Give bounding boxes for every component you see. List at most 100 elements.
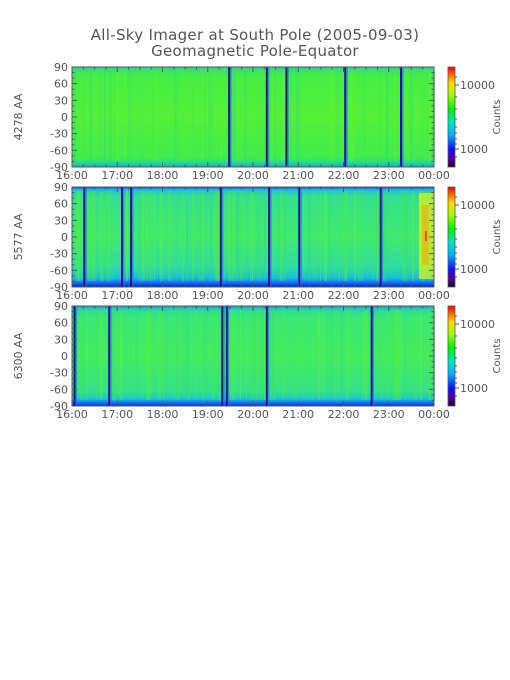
x-tick-label: 21:00 bbox=[282, 408, 314, 421]
heatmap-stripe bbox=[112, 310, 115, 400]
heatmap-stripe bbox=[142, 191, 145, 281]
x-tick-label: 18:00 bbox=[147, 408, 179, 421]
y-tick-label: -90 bbox=[50, 400, 68, 413]
heatmap-stripe bbox=[166, 71, 167, 161]
dark-streak-edge bbox=[270, 187, 272, 287]
y-tick-label: -30 bbox=[50, 128, 68, 141]
colorbar-bar bbox=[447, 186, 456, 288]
colorbar-tick-label: 1000 bbox=[460, 263, 488, 276]
heatmap-stripe bbox=[396, 310, 398, 400]
dark-streak-edge bbox=[132, 187, 134, 287]
heatmap-stripe bbox=[192, 191, 194, 281]
heatmap-stripe bbox=[412, 71, 414, 161]
colorbar-bar bbox=[447, 66, 456, 168]
heatmap-stripe bbox=[232, 310, 235, 400]
heatmap-stripe bbox=[334, 191, 335, 281]
x-tick-label: 00:00 bbox=[418, 169, 450, 182]
heatmap-stripe bbox=[96, 191, 97, 281]
heatmap-stripe bbox=[86, 191, 89, 281]
heatmap-stripe bbox=[114, 71, 115, 161]
heatmap-stripe bbox=[268, 71, 271, 161]
colorbar-1: 10000 1000 Counts bbox=[447, 66, 503, 168]
x-tick-label: 22:00 bbox=[328, 408, 360, 421]
heatmap-stripe bbox=[204, 71, 205, 161]
heatmap-stripe bbox=[140, 191, 141, 281]
y-tick-label: -30 bbox=[50, 367, 68, 380]
heatmap-stripe bbox=[318, 310, 320, 400]
heatmap-stripe bbox=[336, 71, 337, 161]
heatmap-stripe bbox=[382, 71, 384, 161]
colorbar-tick-label: 1000 bbox=[460, 143, 488, 156]
dark-streak bbox=[400, 67, 403, 167]
heatmap-stripe bbox=[88, 71, 90, 161]
heatmap-stripe bbox=[176, 191, 177, 281]
heatmap-stripe bbox=[272, 191, 273, 281]
heatmap-stripe bbox=[106, 191, 108, 281]
dark-streak-edge bbox=[402, 67, 404, 167]
heatmap-stripe bbox=[192, 71, 193, 161]
heatmap-stripe bbox=[102, 191, 104, 281]
heatmap-stripe bbox=[360, 310, 361, 400]
heatmap-stripe bbox=[380, 71, 381, 161]
y-tick-label: 0 bbox=[61, 350, 68, 363]
dark-streak-edge bbox=[381, 187, 384, 287]
x-tick-label: 19:00 bbox=[192, 289, 224, 302]
heatmap-stripe bbox=[156, 71, 157, 161]
heatmap-stripe bbox=[308, 71, 309, 161]
heatmap-stripe bbox=[228, 191, 231, 281]
y-tick-label: 60 bbox=[54, 198, 68, 211]
y-tick-label: -90 bbox=[50, 281, 68, 294]
dark-streak-edge bbox=[227, 306, 230, 406]
heatmap-stripe bbox=[394, 71, 396, 161]
heatmap-stripe bbox=[328, 191, 331, 281]
heatmap-stripe bbox=[84, 71, 85, 161]
heatmap-stripe bbox=[240, 310, 241, 400]
heatmap-stripe bbox=[376, 191, 379, 281]
heatmap-stripe bbox=[264, 71, 267, 161]
heatmap-stripe bbox=[360, 191, 363, 281]
x-tick-label: 21:00 bbox=[282, 169, 314, 182]
heatmap-stripe bbox=[110, 191, 113, 281]
heatmap-stripe bbox=[256, 191, 259, 281]
heatmap-stripe bbox=[174, 71, 176, 161]
dark-streak-edge bbox=[267, 306, 270, 406]
heatmap-stripe bbox=[424, 71, 425, 161]
x-tick-label: 22:00 bbox=[328, 289, 360, 302]
dark-streak bbox=[108, 306, 111, 406]
heatmap-stripe bbox=[420, 310, 422, 400]
heatmap-stripe bbox=[112, 71, 113, 161]
heatmap-stripe bbox=[178, 71, 179, 161]
x-tick-label: 23:00 bbox=[373, 408, 405, 421]
heatmap-stripe bbox=[392, 310, 394, 400]
heatmap-stripe bbox=[262, 310, 264, 400]
dark-streak-edge bbox=[110, 306, 112, 406]
heatmap-stripe bbox=[182, 71, 185, 161]
heatmap-stripe bbox=[214, 191, 216, 281]
heatmap-stripe bbox=[124, 310, 125, 400]
heatmap-stripe bbox=[354, 71, 355, 161]
heatmap-stripe bbox=[232, 71, 235, 161]
heatmap-stripe bbox=[114, 310, 116, 400]
heatmap-stripe bbox=[404, 191, 406, 281]
heatmap-stripe bbox=[316, 191, 317, 281]
heatmap-stripe bbox=[270, 71, 271, 161]
heatmap-stripe bbox=[100, 191, 103, 281]
colorbar-label: Counts bbox=[492, 100, 503, 135]
colorbar-tick-label: 10000 bbox=[460, 318, 495, 331]
heatmap-stripe bbox=[260, 191, 261, 281]
heatmap-stripe bbox=[322, 310, 323, 400]
heatmap-stripe bbox=[264, 191, 266, 281]
heatmap-stripe bbox=[136, 71, 139, 161]
heatmap-stripe bbox=[362, 71, 363, 161]
heatmap-stripe bbox=[94, 71, 95, 161]
y-tick-label: -60 bbox=[50, 383, 68, 396]
heatmap-stripe bbox=[76, 191, 79, 281]
x-tick-label: 00:00 bbox=[418, 408, 450, 421]
colorbar-bar bbox=[447, 305, 456, 407]
heatmap-stripe bbox=[174, 310, 175, 400]
x-tick-label: 19:00 bbox=[192, 169, 224, 182]
heatmap-stripe bbox=[88, 310, 89, 400]
heatmap-stripe bbox=[190, 191, 191, 281]
heatmap-stripe bbox=[306, 310, 307, 400]
y-tick-label: -60 bbox=[50, 264, 68, 277]
